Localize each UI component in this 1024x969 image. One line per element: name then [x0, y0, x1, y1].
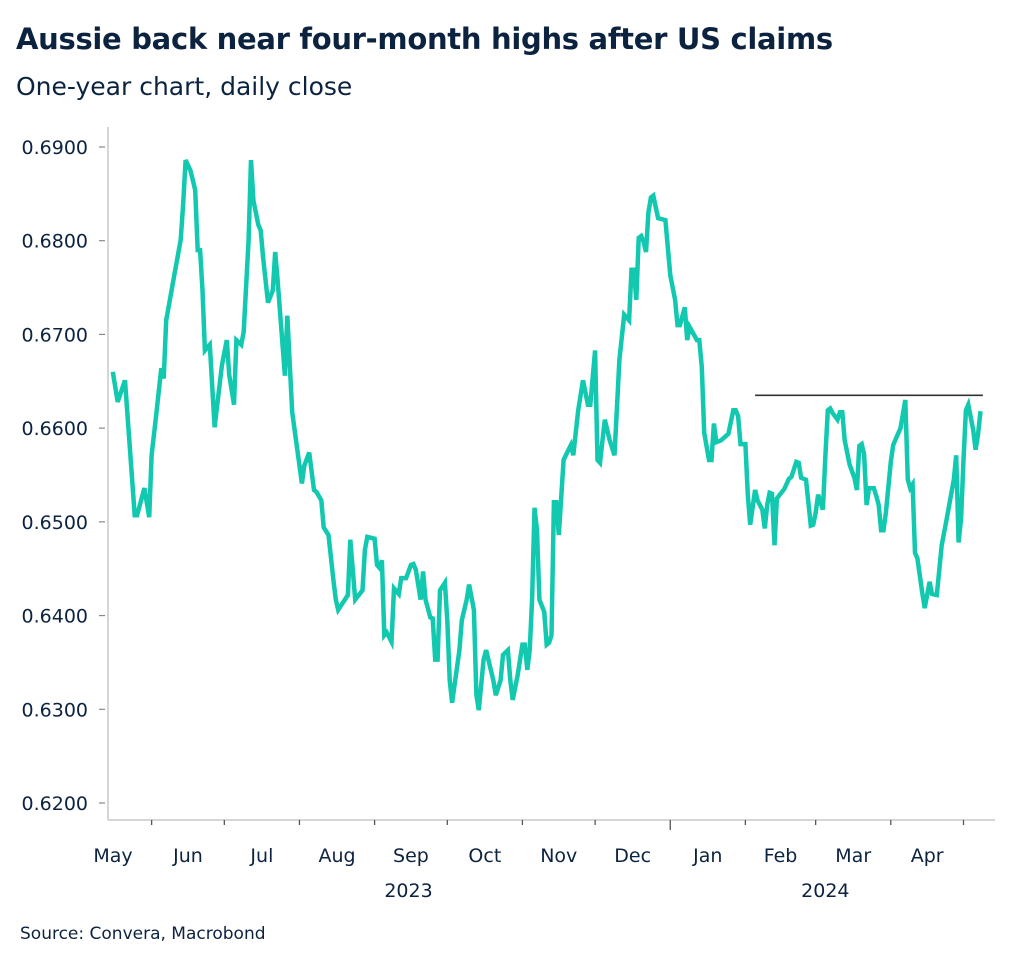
- x-month-label: Apr: [911, 845, 944, 867]
- axes: 0.6200 0.6300 0.6400 0.6500 0.6600 0.6700 0.68…: [22, 127, 995, 902]
- x-month-label: May: [93, 845, 132, 867]
- x-year-label: 2023: [384, 880, 432, 902]
- x-month-label: Sep: [393, 845, 429, 867]
- plot-area: [110, 159, 983, 711]
- source-note: Source: Convera, Macrobond: [20, 924, 266, 944]
- y-tick-label: 0.6300: [22, 699, 88, 721]
- x-month-label: Dec: [614, 845, 651, 867]
- y-tick-label: 0.6700: [22, 324, 88, 346]
- y-tick-label: 0.6500: [22, 512, 88, 534]
- x-month-label: Jul: [249, 845, 273, 867]
- x-month-label: Feb: [764, 845, 798, 867]
- x-month-label: Jan: [692, 845, 722, 867]
- y-tick-label: 0.6400: [22, 606, 88, 628]
- y-tick-label: 0.6200: [22, 793, 88, 815]
- series-line-audusd: [110, 159, 983, 711]
- x-month-label: Jun: [172, 845, 203, 867]
- x-month-label: Mar: [835, 845, 871, 867]
- x-year-label: 2024: [801, 880, 849, 902]
- x-month-label: Aug: [318, 845, 355, 867]
- chart-title: Aussie back near four-month highs after …: [16, 22, 833, 56]
- chart-subtitle: One-year chart, daily close: [16, 72, 353, 101]
- y-tick-label: 0.6600: [22, 418, 88, 440]
- y-tick-label: 0.6800: [22, 231, 88, 253]
- x-month-label: Nov: [540, 845, 577, 867]
- y-tick-label: 0.6900: [22, 137, 88, 159]
- x-month-label: Oct: [468, 845, 501, 867]
